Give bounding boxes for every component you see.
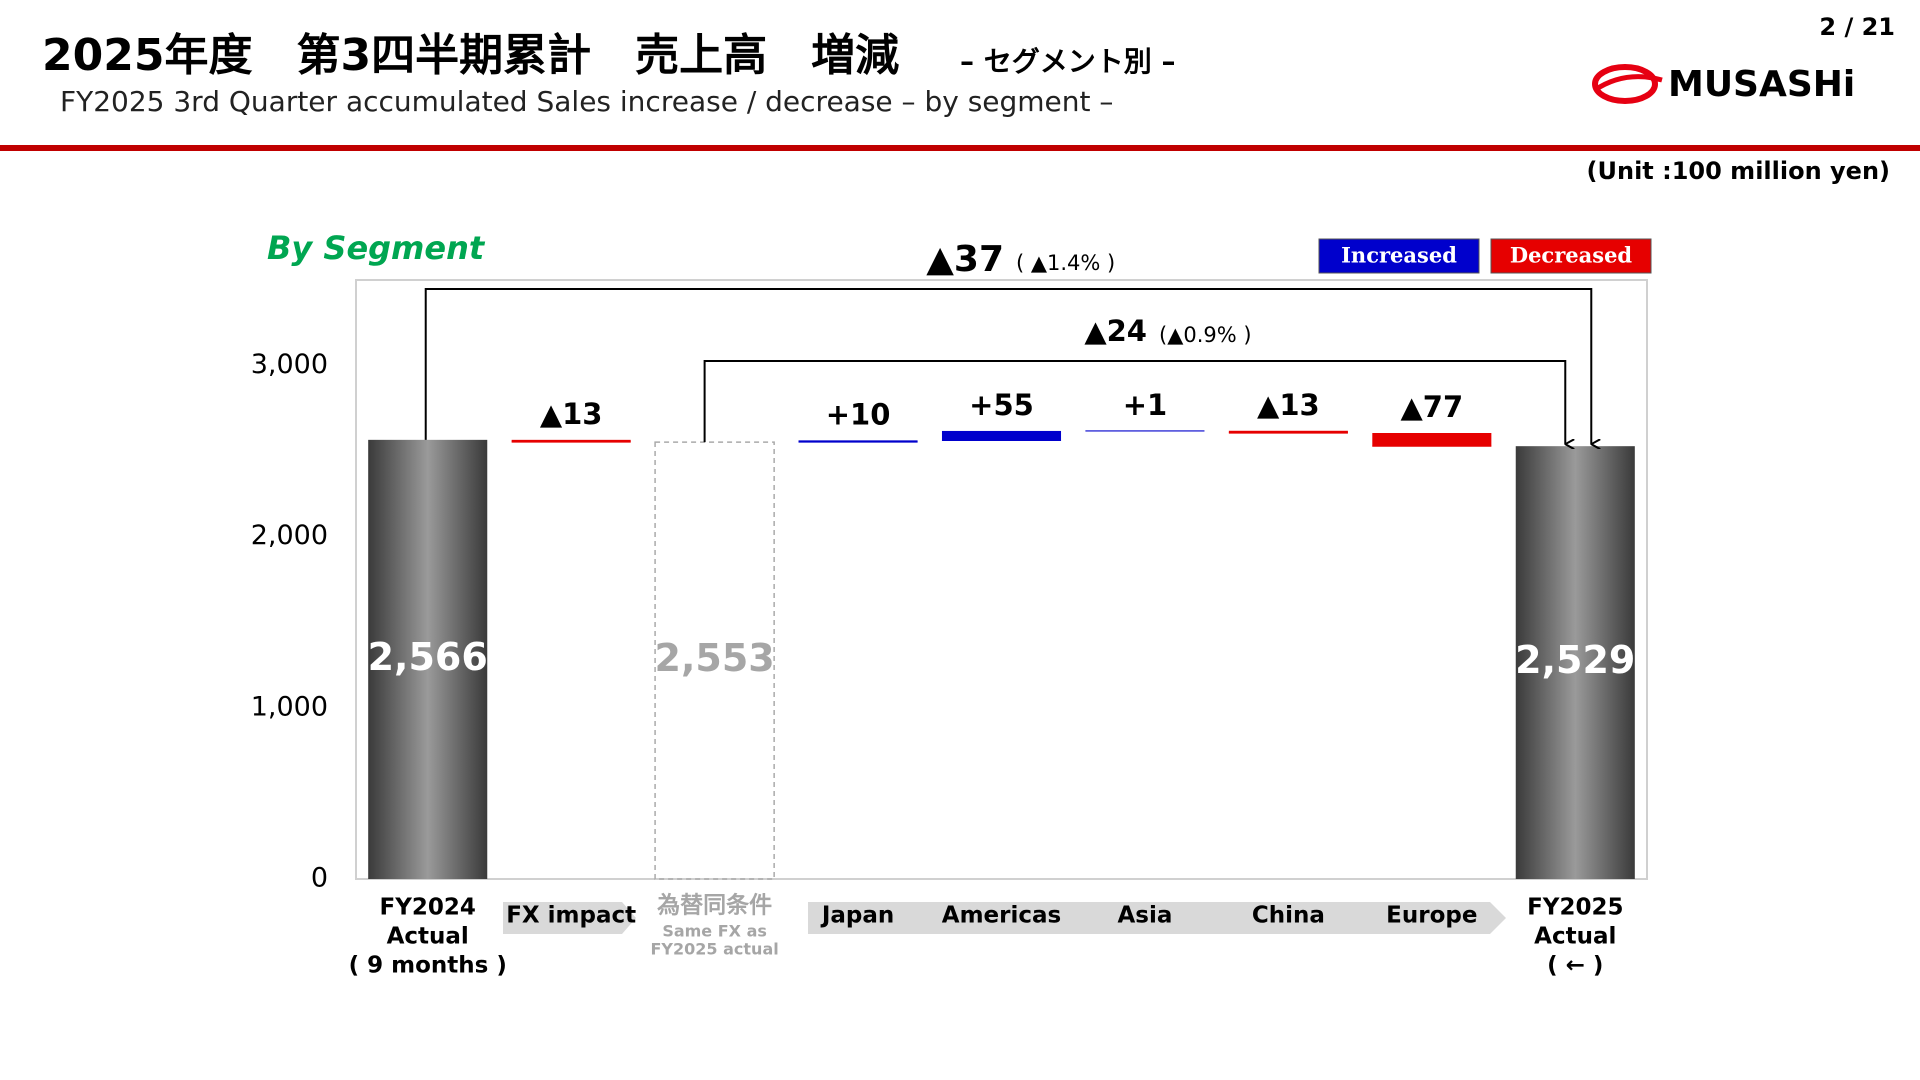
x-tick-label: Same FX as: [662, 922, 767, 941]
bracket-pct-label: (▲0.9% ): [1159, 323, 1252, 347]
total-bar: [368, 439, 488, 879]
bracket-pct-label: ( ▲1.4% ): [1016, 251, 1115, 275]
header-rule: [0, 145, 1920, 151]
reference-bar: [654, 441, 775, 880]
legend-label: Increased: [1341, 243, 1457, 268]
value-label: ▲13: [1257, 388, 1320, 422]
y-tick-label: 3,000: [251, 349, 328, 380]
logo-text: MUSASHi: [1668, 64, 1855, 105]
unit: (Unit :100 million yen): [1587, 157, 1890, 185]
legend-label: Decreased: [1510, 243, 1633, 268]
bracket-label: ▲37: [926, 239, 1004, 280]
x-tick-label: FY2025: [1527, 895, 1623, 921]
page-number: 2 / 21: [1819, 13, 1895, 41]
bracket: [703, 360, 1566, 444]
value-label: 2,529: [1515, 638, 1635, 682]
delta-bar: [798, 440, 918, 443]
bracket: [424, 288, 1592, 444]
x-tick-label: Japan: [820, 903, 894, 929]
x-tick-label: Europe: [1386, 903, 1477, 929]
plot-frame: [355, 279, 1648, 880]
delta-bar: [1372, 433, 1492, 447]
value-label: 2,566: [368, 635, 488, 679]
value-label: +10: [826, 397, 891, 431]
legend-swatch: [1490, 238, 1652, 274]
title-suffix: – セグメント別 –: [960, 45, 1176, 78]
x-tick-label: FX impact: [506, 903, 636, 929]
subtitle: FY2025 3rd Quarter accumulated Sales inc…: [60, 85, 1113, 118]
value-label: +1: [1123, 388, 1167, 422]
legend-swatch: [1318, 238, 1480, 274]
x-tick-label: 為替同条件: [657, 892, 772, 919]
flow-arrow: [503, 902, 636, 934]
delta-bar: [941, 430, 1062, 441]
x-tick-label: Actual: [1534, 924, 1616, 950]
x-tick-label: China: [1252, 903, 1325, 929]
value-label: ▲13: [540, 397, 603, 431]
x-tick-label: ( 9 months ): [349, 953, 507, 979]
y-tick-label: 1,000: [251, 691, 328, 722]
chart-title: By Segment: [267, 229, 486, 267]
logo: MUSASHi: [1592, 64, 1855, 105]
title: 2025年度 第3四半期累計 売上高 増減: [42, 30, 899, 81]
value-label: +55: [969, 388, 1034, 422]
x-tick-label: Americas: [942, 903, 1061, 929]
x-tick-label: Actual: [387, 924, 469, 950]
x-tick-label: Asia: [1117, 903, 1172, 929]
x-tick-label: FY2025 actual: [651, 940, 779, 959]
delta-bar: [511, 439, 631, 443]
total-bar: [1515, 446, 1635, 879]
logo-swoosh: [1593, 74, 1663, 93]
x-tick-label: FY2024: [380, 895, 476, 921]
y-tick-label: 0: [311, 863, 328, 894]
y-tick-label: 2,000: [251, 520, 328, 551]
logo-mark: [1592, 64, 1658, 104]
bracket-label: ▲24: [1084, 314, 1147, 348]
value-label: 2,553: [655, 636, 775, 680]
flow-arrow: [808, 902, 1506, 934]
delta-bar: [1228, 430, 1348, 434]
value-label: ▲77: [1400, 390, 1463, 424]
x-tick-label: ( ← ): [1547, 953, 1603, 979]
